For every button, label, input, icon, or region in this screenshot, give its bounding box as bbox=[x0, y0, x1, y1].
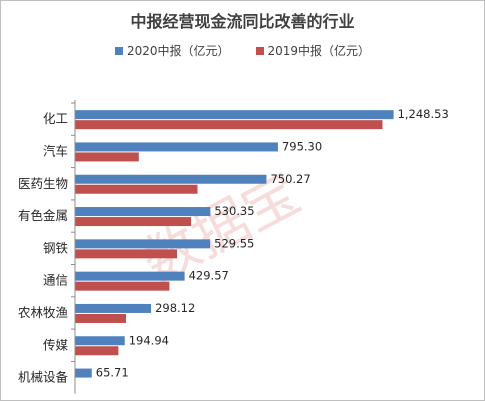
category-label: 通信 bbox=[43, 273, 68, 288]
bar-2020 bbox=[75, 207, 211, 217]
bar-2020 bbox=[75, 142, 278, 152]
bar-2020 bbox=[75, 174, 267, 184]
category-label: 汽车 bbox=[43, 143, 68, 158]
data-label-2020: 750.27 bbox=[270, 172, 310, 186]
bar-2020 bbox=[75, 110, 394, 120]
legend-swatch-2019 bbox=[255, 46, 264, 55]
bar-2020 bbox=[75, 271, 185, 281]
bar-2019 bbox=[75, 313, 127, 323]
bar-2019 bbox=[75, 217, 192, 227]
data-label-2020: 429.57 bbox=[189, 269, 229, 283]
bar-2020 bbox=[75, 336, 125, 346]
bar-2019 bbox=[75, 184, 198, 194]
bar-2019 bbox=[75, 120, 383, 130]
bar-2020 bbox=[75, 368, 92, 378]
category-label: 传媒 bbox=[43, 337, 69, 352]
bar-2020 bbox=[75, 303, 152, 313]
bar-2019 bbox=[75, 249, 178, 259]
category-label: 医药生物 bbox=[18, 176, 68, 191]
legend-label-2019: 2019中报（亿元） bbox=[267, 44, 371, 58]
legend-item-2019: 2019中报（亿元） bbox=[255, 42, 371, 59]
category-label: 农林牧渔 bbox=[18, 305, 68, 320]
data-label-2020: 530.35 bbox=[214, 204, 254, 218]
bar-2019 bbox=[75, 152, 139, 162]
data-label-2020: 529.55 bbox=[214, 236, 254, 250]
category-label: 有色金属 bbox=[18, 208, 68, 223]
data-label-2020: 1,248.53 bbox=[398, 107, 449, 121]
bar-2019 bbox=[75, 346, 119, 356]
data-label-2020: 65.71 bbox=[96, 366, 129, 380]
legend-swatch-2020 bbox=[114, 46, 123, 55]
data-label-2020: 194.94 bbox=[129, 333, 169, 347]
chart-title: 中报经营现金流同比改善的行业 bbox=[130, 12, 355, 31]
category-label: 机械设备 bbox=[18, 370, 69, 385]
data-label-2020: 298.12 bbox=[155, 301, 195, 315]
legend: 2020中报（亿元） 2019中报（亿元） bbox=[0, 42, 485, 59]
category-label: 化工 bbox=[43, 111, 68, 126]
bar-2019 bbox=[75, 281, 170, 291]
legend-item-2020: 2020中报（亿元） bbox=[114, 42, 230, 59]
data-label-2020: 795.30 bbox=[282, 139, 322, 153]
category-label: 钢铁 bbox=[43, 240, 69, 255]
bar-2020 bbox=[75, 239, 211, 249]
legend-label-2020: 2020中报（亿元） bbox=[126, 44, 230, 58]
